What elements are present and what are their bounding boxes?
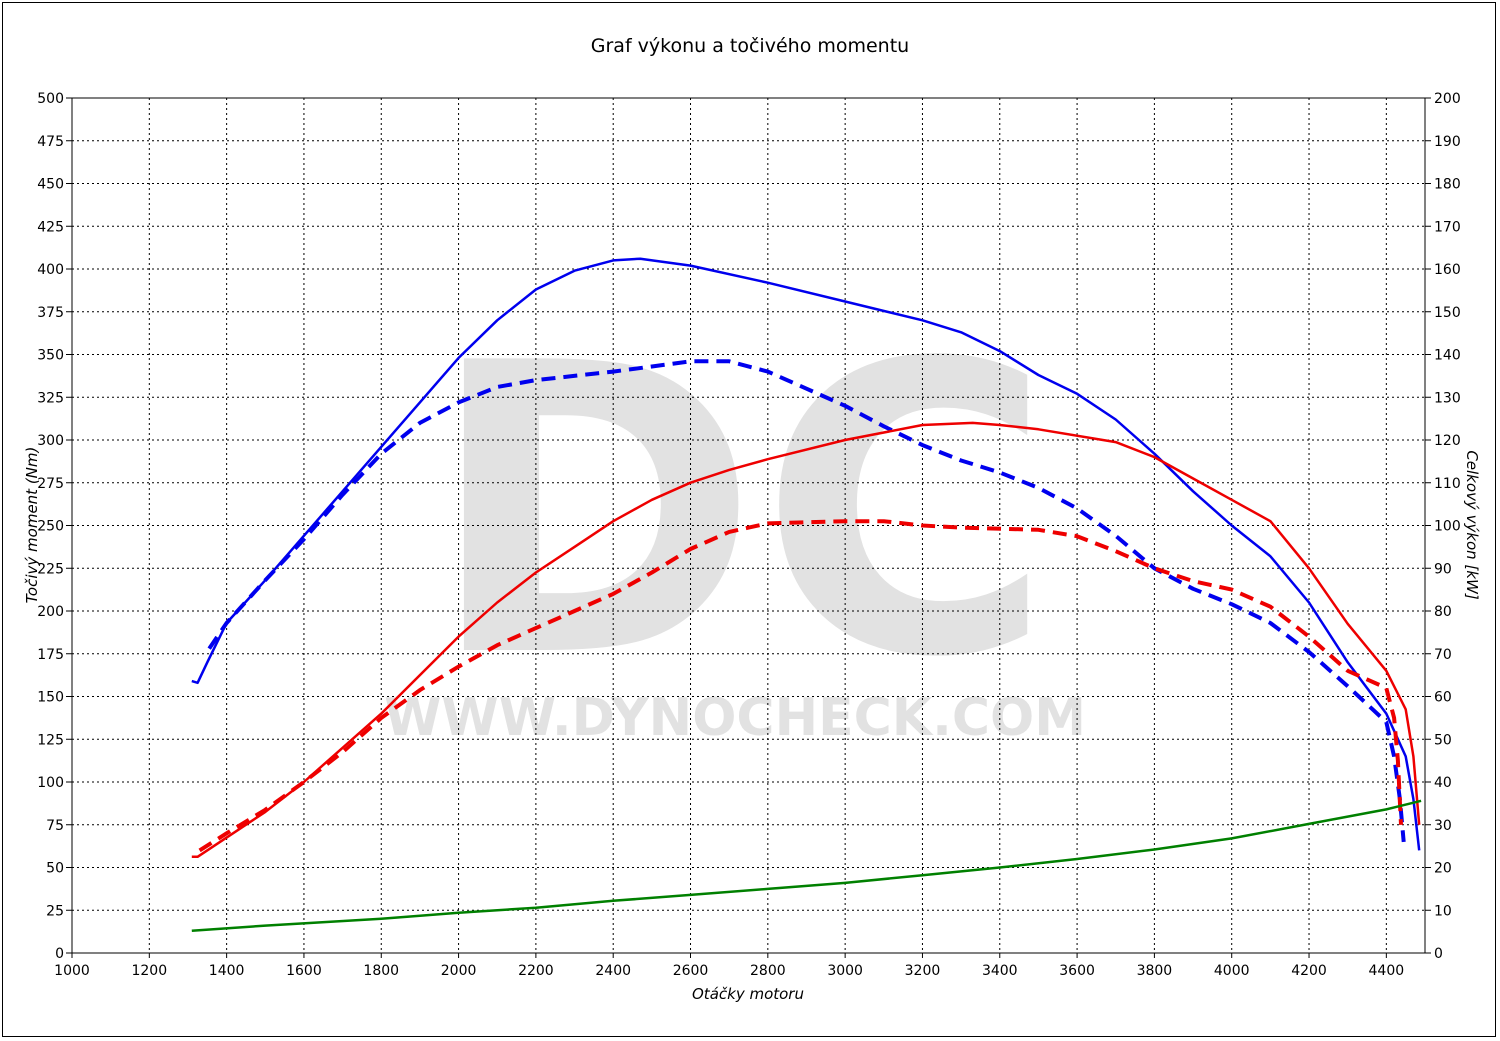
x-axis: 1000 1200 1400 1600 1800 2000 2200 2400 2600 2800… bbox=[54, 953, 1404, 979]
y-left-tick-label: 400 bbox=[37, 262, 64, 278]
y-right-tick-label: 130 bbox=[1434, 390, 1461, 406]
y-left-tick-label: 75 bbox=[46, 818, 64, 834]
x-tick-label: 2800 bbox=[750, 963, 786, 979]
x-tick-label: 3800 bbox=[1137, 963, 1173, 979]
y-left-tick-label: 350 bbox=[37, 348, 64, 364]
series-group bbox=[191, 257, 1422, 933]
y-left-tick-label: 450 bbox=[37, 177, 64, 193]
y-right-tick-label: 10 bbox=[1434, 903, 1452, 919]
y-right-tick-label: 180 bbox=[1434, 177, 1461, 193]
y-right-tick-label: 0 bbox=[1434, 946, 1443, 962]
y-left-tick-label: 275 bbox=[37, 476, 64, 492]
y-right-tick-label: 190 bbox=[1434, 134, 1461, 150]
y-left-tick-label: 425 bbox=[37, 219, 64, 235]
chart-title: Graf výkonu a točivého momentu bbox=[591, 35, 909, 57]
x-tick-label: 2000 bbox=[441, 963, 477, 979]
y-right-tick-label: 140 bbox=[1434, 348, 1461, 364]
y-right-tick-label: 70 bbox=[1434, 647, 1452, 663]
series-line-0 bbox=[191, 257, 1421, 851]
x-tick-label: 4000 bbox=[1214, 963, 1250, 979]
y-left-tick-label: 50 bbox=[46, 861, 64, 877]
y-left-tick-label: 225 bbox=[37, 561, 64, 577]
y-left-tick-label: 150 bbox=[37, 690, 64, 706]
x-tick-label: 1800 bbox=[363, 963, 399, 979]
y-axis-left: 0 25 50 75 100 125 150 175 200 225 250 275 300 325 350… bbox=[37, 91, 72, 962]
y-right-tick-label: 30 bbox=[1434, 818, 1452, 834]
y-right-tick-label: 110 bbox=[1434, 476, 1461, 492]
series-line-1 bbox=[207, 359, 1406, 843]
y-right-tick-label: 40 bbox=[1434, 775, 1452, 791]
watermark: DC WWW.DYNOCHECK.COM bbox=[384, 280, 1086, 748]
series-line-4 bbox=[191, 799, 1422, 933]
x-tick-label: 3200 bbox=[905, 963, 941, 979]
y-left-tick-label: 475 bbox=[37, 134, 64, 150]
y-right-tick-label: 90 bbox=[1434, 561, 1452, 577]
series-line-2 bbox=[191, 421, 1421, 859]
x-tick-label: 1600 bbox=[286, 963, 322, 979]
y-left-tick-label: 175 bbox=[37, 647, 64, 663]
y-left-tick-label: 375 bbox=[37, 305, 64, 321]
y-right-tick-label: 200 bbox=[1434, 91, 1461, 107]
x-tick-label: 2400 bbox=[595, 963, 631, 979]
x-tick-label: 4400 bbox=[1369, 963, 1405, 979]
y-axis-right-label: Celkový výkon [kW] bbox=[1463, 450, 1481, 600]
y-right-tick-label: 100 bbox=[1434, 519, 1461, 535]
y-right-tick-label: 50 bbox=[1434, 732, 1452, 748]
x-tick-label: 3000 bbox=[827, 963, 863, 979]
y-right-tick-label: 80 bbox=[1434, 604, 1452, 620]
y-left-tick-label: 500 bbox=[37, 91, 64, 107]
y-axis-left-label: Točivý moment (Nm) bbox=[23, 447, 41, 604]
y-right-tick-label: 120 bbox=[1434, 433, 1461, 449]
series-line-3 bbox=[198, 519, 1403, 853]
y-left-tick-label: 100 bbox=[37, 775, 64, 791]
x-tick-label: 1000 bbox=[54, 963, 90, 979]
grid bbox=[72, 98, 1425, 953]
y-left-tick-label: 250 bbox=[37, 519, 64, 535]
y-right-tick-label: 170 bbox=[1434, 219, 1461, 235]
y-left-tick-label: 125 bbox=[37, 732, 64, 748]
y-right-tick-label: 60 bbox=[1434, 690, 1452, 706]
y-right-tick-label: 20 bbox=[1434, 861, 1452, 877]
y-left-tick-label: 300 bbox=[37, 433, 64, 449]
y-left-tick-label: 200 bbox=[37, 604, 64, 620]
x-tick-label: 2600 bbox=[673, 963, 709, 979]
y-left-tick-label: 25 bbox=[46, 903, 64, 919]
x-tick-label: 3400 bbox=[982, 963, 1018, 979]
x-axis-label: Otáčky motoru bbox=[692, 985, 804, 1003]
y-left-tick-label: 325 bbox=[37, 390, 64, 406]
x-tick-label: 2200 bbox=[518, 963, 554, 979]
y-left-tick-label: 0 bbox=[55, 946, 64, 962]
y-axis-right: 0 10 20 30 40 50 60 70 80 90 100 110 120 130 140 150 160… bbox=[1425, 91, 1461, 962]
x-tick-label: 3600 bbox=[1059, 963, 1095, 979]
x-tick-label: 4200 bbox=[1291, 963, 1327, 979]
y-right-tick-label: 150 bbox=[1434, 305, 1461, 321]
y-right-tick-label: 160 bbox=[1434, 262, 1461, 278]
x-tick-label: 1400 bbox=[209, 963, 245, 979]
x-tick-label: 1200 bbox=[131, 963, 167, 979]
watermark-logo: DC bbox=[427, 280, 1053, 745]
watermark-url: WWW.DYNOCHECK.COM bbox=[384, 688, 1086, 748]
